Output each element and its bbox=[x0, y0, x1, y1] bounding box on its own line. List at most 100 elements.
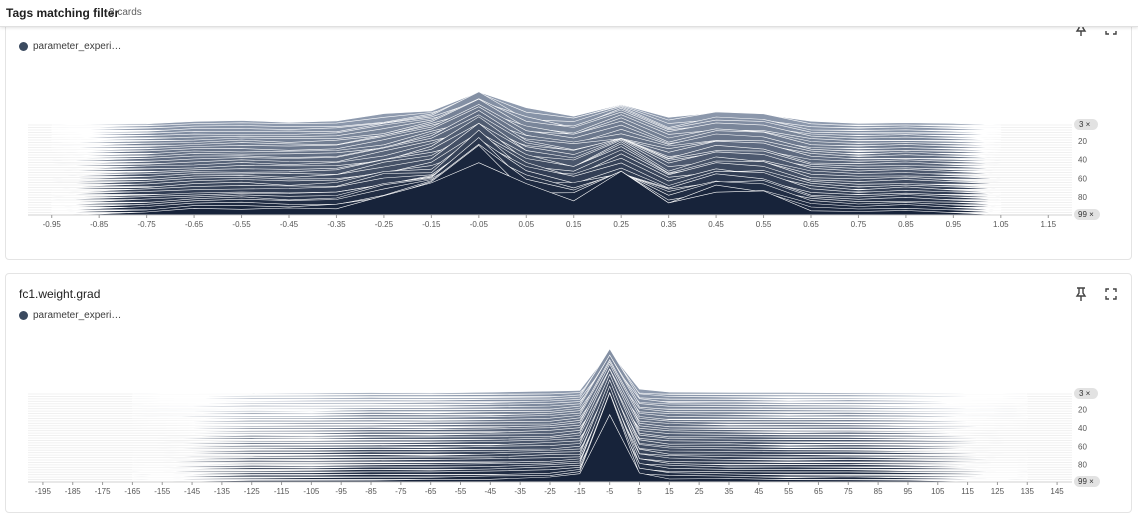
x-tick-label: 95 bbox=[903, 487, 912, 496]
legend-label: parameter_experi… bbox=[33, 310, 122, 321]
x-tick-label: -55 bbox=[455, 487, 467, 496]
step-min-pill[interactable]: 3 × bbox=[1074, 388, 1098, 399]
x-tick-label: 15 bbox=[665, 487, 674, 496]
x-tick-label: -115 bbox=[274, 487, 290, 496]
x-tick-label: 105 bbox=[931, 487, 945, 496]
x-tick-label: 0.45 bbox=[708, 220, 724, 229]
x-tick-label: -155 bbox=[154, 487, 171, 496]
x-tick-label: -65 bbox=[425, 487, 437, 496]
x-tick-label: -195 bbox=[35, 487, 52, 496]
histogram-slice bbox=[51, 98, 1002, 141]
histogram-card-1: parameter_experi… -0.95 -0.85 -0.75 -0.65 -0… bbox=[5, 10, 1132, 260]
x-tick-label: -0.25 bbox=[375, 220, 394, 229]
step-max-label: 99 × bbox=[1078, 477, 1094, 486]
x-tick-label: 75 bbox=[844, 487, 853, 496]
x-tick-label: 0.25 bbox=[613, 220, 629, 229]
x-tick-label: -5 bbox=[606, 487, 614, 496]
x-tick-label: -15 bbox=[574, 487, 586, 496]
x-tick-label: -0.05 bbox=[470, 220, 489, 229]
step-min-pill[interactable]: 3 × bbox=[1074, 119, 1098, 130]
x-tick-label: -95 bbox=[335, 487, 347, 496]
x-tick-label: -0.55 bbox=[232, 220, 251, 229]
step-tick-label: 60 bbox=[1078, 442, 1087, 451]
step-min-label: 3 × bbox=[1079, 389, 1091, 398]
legend: parameter_experi… bbox=[19, 310, 121, 321]
step-tick-label: 20 bbox=[1078, 137, 1087, 146]
x-tick-label: -0.95 bbox=[43, 220, 62, 229]
x-tick-label: -105 bbox=[303, 487, 320, 496]
filter-header: Tags matching filter 2 cards bbox=[0, 0, 1138, 27]
histogram-slice bbox=[132, 392, 1028, 480]
x-tick-label: 0.05 bbox=[518, 220, 534, 229]
x-tick-label: -75 bbox=[395, 487, 407, 496]
x-tick-label: -45 bbox=[485, 487, 497, 496]
x-tick-label: 1.05 bbox=[993, 220, 1009, 229]
legend-swatch bbox=[19, 42, 28, 51]
x-tick-label: -165 bbox=[124, 487, 141, 496]
x-tick-label: 55 bbox=[784, 487, 793, 496]
x-tick-label: -125 bbox=[244, 487, 261, 496]
legend-swatch bbox=[19, 311, 28, 320]
x-tick-label: 135 bbox=[1021, 487, 1035, 496]
x-tick-label: -175 bbox=[95, 487, 112, 496]
step-tick-label: 40 bbox=[1078, 156, 1087, 165]
histogram-chart: -195 -185 -175 -165 -155 -145 -135 -125 -115 -105… bbox=[28, 348, 1100, 496]
x-tick-label: 85 bbox=[874, 487, 883, 496]
x-tick-label: 0.35 bbox=[661, 220, 677, 229]
step-tick-label: 80 bbox=[1078, 461, 1087, 470]
x-tick-label: -135 bbox=[214, 487, 231, 496]
x-tick-label: -85 bbox=[365, 487, 377, 496]
x-tick-label: -0.65 bbox=[185, 220, 204, 229]
x-tick-label: 115 bbox=[961, 487, 974, 496]
histogram-slice bbox=[132, 351, 1028, 395]
x-tick-label: -0.75 bbox=[138, 220, 157, 229]
fullscreen-icon[interactable] bbox=[1103, 286, 1119, 302]
step-max-label: 99 × bbox=[1078, 210, 1094, 219]
histogram-slice bbox=[132, 379, 1029, 460]
card-title: fc1.weight.grad bbox=[19, 287, 101, 301]
x-tick-label: 35 bbox=[725, 487, 734, 496]
histogram-slice bbox=[132, 363, 1028, 430]
x-tick-label: 45 bbox=[754, 487, 763, 496]
step-tick-label: 40 bbox=[1078, 424, 1087, 433]
x-tick-label: 125 bbox=[991, 487, 1005, 496]
x-tick-label: -145 bbox=[184, 487, 201, 496]
x-tick-label: 0.65 bbox=[803, 220, 819, 229]
pin-icon[interactable] bbox=[1073, 286, 1089, 302]
x-tick-label: -185 bbox=[65, 487, 82, 496]
step-min-label: 3 × bbox=[1079, 120, 1091, 129]
x-tick-label: 0.85 bbox=[898, 220, 914, 229]
x-tick-label: -25 bbox=[544, 487, 556, 496]
histogram-slice bbox=[132, 354, 1028, 412]
histogram-chart: -0.95 -0.85 -0.75 -0.65 -0.55 -0.45 -0.35 -0.25… bbox=[28, 91, 1100, 229]
step-max-pill[interactable]: 99 × bbox=[1074, 209, 1100, 220]
histogram-slice bbox=[132, 385, 1029, 470]
x-tick-label: -0.15 bbox=[422, 220, 441, 229]
step-max-pill[interactable]: 99 × bbox=[1074, 476, 1100, 487]
step-tick-label: 20 bbox=[1078, 406, 1087, 415]
x-tick-label: 0.55 bbox=[756, 220, 772, 229]
x-tick-label: -0.35 bbox=[327, 220, 346, 229]
x-tick-label: 0.15 bbox=[566, 220, 582, 229]
histogram-slice bbox=[132, 373, 1028, 450]
x-tick-label: 25 bbox=[695, 487, 704, 496]
step-tick-label: 80 bbox=[1078, 193, 1087, 202]
histogram-card-2: fc1.weight.grad parameter_experi… -195 -1… bbox=[5, 273, 1132, 513]
x-tick-label: -35 bbox=[514, 487, 526, 496]
legend: parameter_experi… bbox=[19, 41, 121, 52]
x-tick-label: -0.85 bbox=[90, 220, 109, 229]
x-tick-label: 1.15 bbox=[1040, 220, 1056, 229]
x-tick-label: 65 bbox=[814, 487, 823, 496]
x-tick-label: 145 bbox=[1050, 487, 1064, 496]
x-tick-label: 0.95 bbox=[946, 220, 962, 229]
histogram-slice bbox=[132, 359, 1028, 420]
header-title: Tags matching filter bbox=[6, 6, 120, 20]
histogram-slice bbox=[51, 110, 1001, 162]
histogram-slice bbox=[132, 361, 1028, 423]
card-count: 2 cards bbox=[109, 7, 142, 18]
histogram-slice bbox=[51, 162, 1001, 216]
x-tick-label: -0.45 bbox=[280, 220, 299, 229]
legend-label: parameter_experi… bbox=[33, 41, 122, 52]
histogram-slice bbox=[132, 368, 1028, 440]
x-tick-label: 0.75 bbox=[851, 220, 867, 229]
